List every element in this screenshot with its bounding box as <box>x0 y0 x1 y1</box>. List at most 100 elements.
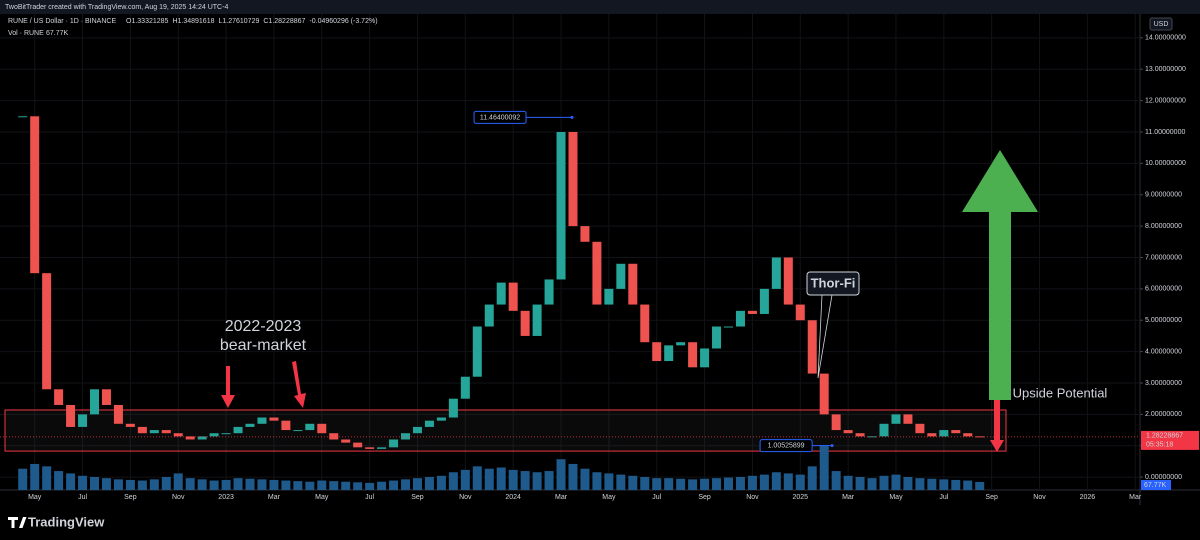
volume-bar <box>975 481 985 490</box>
bear-label: bear-market <box>220 337 307 354</box>
candle <box>209 433 219 437</box>
volume-bar <box>951 479 961 490</box>
x-tick-label: May <box>315 494 329 501</box>
volume-bar <box>448 472 458 490</box>
volume-bar <box>293 481 303 490</box>
x-tick-label: Nov <box>1033 494 1046 501</box>
volume-bar <box>161 476 171 490</box>
candle <box>257 417 267 424</box>
candle <box>245 423 255 427</box>
candle <box>939 430 949 437</box>
volume-bar <box>604 473 614 490</box>
x-tick-label: 2025 <box>792 494 808 501</box>
volume-bar <box>257 479 267 490</box>
x-tick-label: Sep <box>985 494 998 501</box>
y-tick-label: 11.00000000 <box>1145 129 1185 136</box>
volume-bar <box>90 476 100 490</box>
candle <box>377 447 387 449</box>
volume-bar <box>424 476 434 490</box>
x-tick-label: Mar <box>268 494 281 501</box>
y-tick-label: 8.00000000 <box>1145 223 1182 230</box>
candle <box>197 436 207 440</box>
volume-bar <box>496 467 506 490</box>
candle <box>963 433 973 437</box>
volume-bar <box>113 479 123 490</box>
volume-bar <box>472 466 482 490</box>
y-tick-label: 7.00000000 <box>1145 254 1182 261</box>
x-tick-label: 2026 <box>1080 494 1096 501</box>
volume-bar <box>771 472 781 490</box>
volume-bar <box>628 475 638 490</box>
candle <box>329 433 339 440</box>
ohlc-value: O1.33321285 <box>126 18 169 25</box>
x-tick-label: May <box>889 494 903 501</box>
candle <box>472 326 482 377</box>
currency: USD <box>1154 21 1169 28</box>
volume-bar <box>101 478 111 490</box>
candle <box>269 417 279 421</box>
x-tick-label: Nov <box>172 494 185 501</box>
ohlc-value: H1.34891618 <box>172 18 214 25</box>
y-tick-label: 6.00000000 <box>1145 286 1182 293</box>
candle <box>676 342 686 346</box>
candle <box>448 398 458 418</box>
x-tick-label: Nov <box>746 494 759 501</box>
candle <box>221 433 231 435</box>
candle <box>855 433 865 437</box>
candle <box>819 373 829 415</box>
candle <box>580 226 590 242</box>
volume-bar <box>700 478 710 490</box>
candle <box>173 433 183 437</box>
candle <box>185 436 195 440</box>
y-tick-label: 3.00000000 <box>1145 380 1182 387</box>
volume-bar <box>783 473 793 490</box>
candle <box>30 116 40 274</box>
candle <box>78 414 88 427</box>
candle <box>723 326 733 328</box>
candle <box>496 282 506 305</box>
volume-bar <box>795 474 805 490</box>
candle <box>700 348 710 368</box>
candle <box>915 423 925 434</box>
volume-bar <box>341 481 351 490</box>
volume-bar <box>879 475 889 490</box>
candle <box>628 263 638 305</box>
candle <box>735 310 745 327</box>
candle <box>664 345 674 362</box>
candle <box>879 423 889 437</box>
volume-bar <box>963 480 973 490</box>
volume-bar <box>640 476 650 490</box>
volume-bar <box>508 469 518 490</box>
candle <box>305 423 315 431</box>
candle <box>365 447 375 449</box>
y-tick-label: 0.00000000 <box>1145 474 1182 481</box>
volume-bar <box>412 478 422 490</box>
x-tick-label: Mar <box>842 494 855 501</box>
volume-bar <box>891 474 901 490</box>
candle <box>436 417 446 421</box>
candle <box>771 257 781 289</box>
candle <box>42 273 52 390</box>
candle <box>712 326 722 349</box>
volume-bar <box>18 468 28 490</box>
volume-bar <box>652 478 662 490</box>
down-arrow <box>990 400 1004 452</box>
volume-tag <box>1141 480 1171 490</box>
volume-bar <box>137 480 147 490</box>
volume-bar <box>664 478 674 490</box>
volume-bar <box>125 479 135 490</box>
x-tick-label: 2024 <box>505 494 521 501</box>
candle <box>18 116 28 118</box>
logo-mark <box>8 517 27 528</box>
y-tick-label: 4.00000000 <box>1145 348 1182 355</box>
marker-label: 1.00525899 <box>768 442 805 449</box>
volume-bar <box>939 479 949 490</box>
candle <box>90 389 100 415</box>
last-price: 1.28228867 <box>1146 433 1183 440</box>
currency-box <box>1149 17 1173 31</box>
y-tick-label: 5.00000000 <box>1145 317 1182 324</box>
up-arrow <box>962 150 1038 400</box>
price-tag <box>1141 430 1199 450</box>
pointer-arrow <box>292 361 306 408</box>
volume-bar <box>556 459 566 490</box>
